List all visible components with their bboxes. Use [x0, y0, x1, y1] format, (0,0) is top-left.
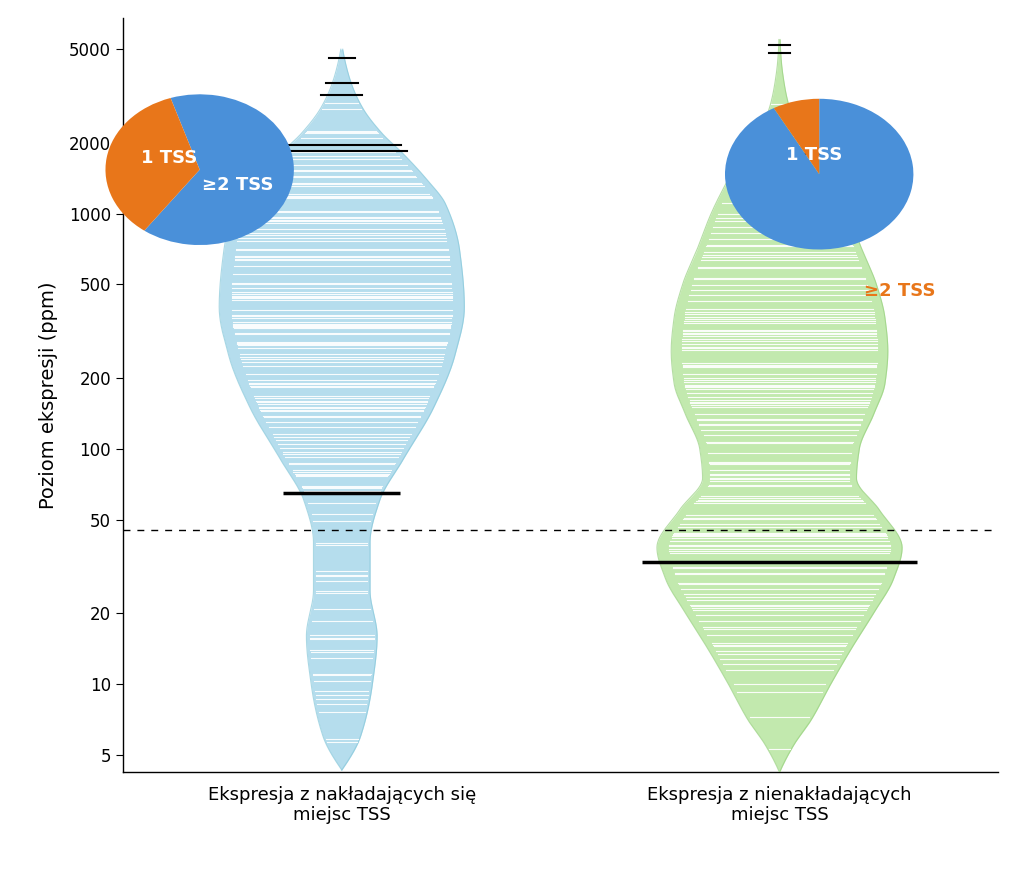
Wedge shape [144, 95, 294, 245]
Wedge shape [105, 98, 200, 230]
Wedge shape [774, 99, 819, 174]
Text: 1 TSS: 1 TSS [786, 146, 843, 164]
Y-axis label: Poziom ekspresji (ppm): Poziom ekspresji (ppm) [39, 281, 57, 509]
Text: ≥2 TSS: ≥2 TSS [863, 282, 935, 300]
Text: 1 TSS: 1 TSS [141, 149, 198, 167]
Text: ≥2 TSS: ≥2 TSS [202, 176, 273, 194]
Wedge shape [725, 99, 913, 249]
